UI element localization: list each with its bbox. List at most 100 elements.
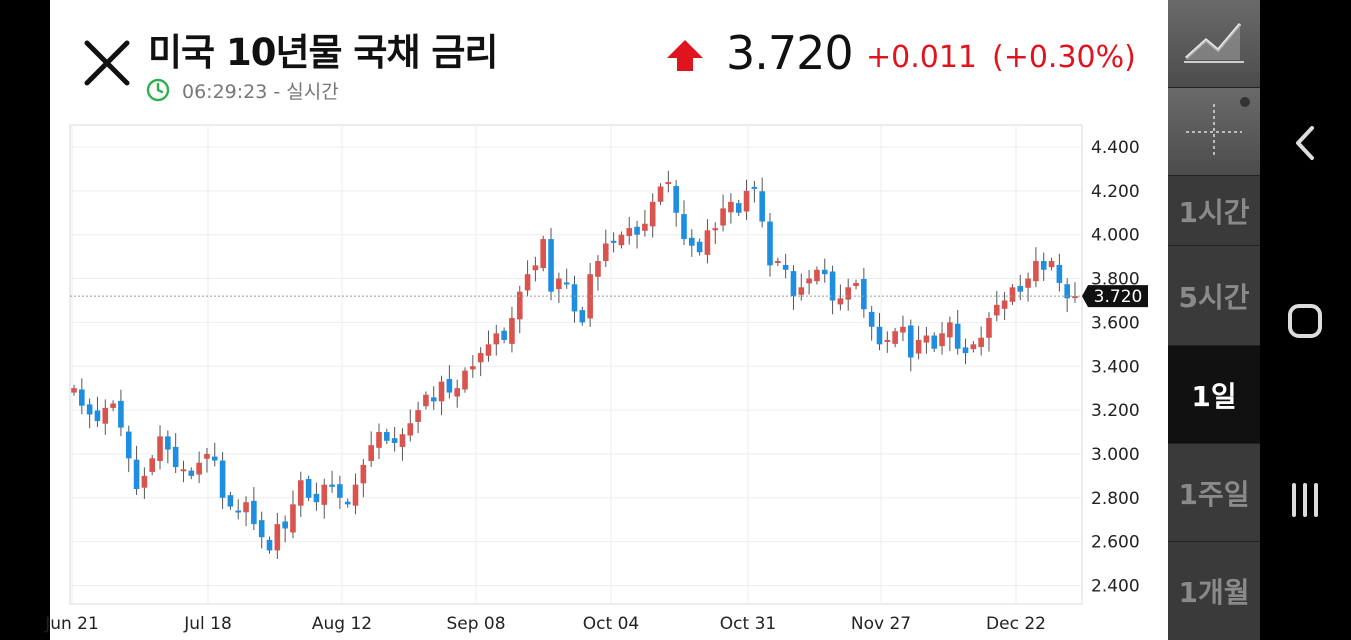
timeframe-5h[interactable]: 5시간	[1168, 246, 1260, 346]
close-icon[interactable]	[82, 38, 132, 88]
candle-body	[712, 228, 719, 231]
candle-body	[384, 432, 390, 441]
candle	[384, 428, 390, 445]
candle-body	[735, 203, 742, 213]
candle	[251, 487, 257, 531]
recent-apps-icon[interactable]	[1280, 475, 1330, 525]
candle	[337, 475, 343, 509]
candle	[360, 458, 367, 498]
candle-body	[821, 269, 828, 275]
y-tick-label: 3.400	[1091, 357, 1140, 377]
timeframe-1d[interactable]: 1일	[1168, 346, 1260, 444]
candle-body	[368, 445, 374, 461]
candle-body	[923, 335, 930, 343]
candle-body	[642, 223, 648, 231]
arrow-up-icon	[667, 40, 703, 71]
candle	[141, 467, 148, 499]
candle	[790, 265, 797, 310]
candle	[696, 238, 703, 256]
candle	[1009, 284, 1016, 306]
candle-body	[861, 278, 867, 310]
candle	[454, 379, 460, 408]
candle	[868, 305, 875, 341]
crosshair-button[interactable]	[1168, 88, 1260, 176]
candle-body	[1048, 261, 1055, 268]
price-chart[interactable]: 4.400 4.200 4.000 3.800 3.600 3.400 3.200 3.000…	[0, 0, 1168, 640]
candle	[900, 315, 906, 342]
candle	[681, 200, 687, 246]
candle-body	[94, 410, 101, 422]
candle	[509, 306, 515, 353]
candle-body	[102, 407, 109, 424]
candle	[782, 253, 789, 279]
candle	[1033, 247, 1039, 288]
candle-body	[462, 370, 468, 390]
current-price: 3.720	[726, 26, 854, 80]
candle-body	[532, 265, 539, 271]
candle-body	[915, 339, 922, 354]
candle	[376, 423, 382, 459]
timestamp: 06:29:23 - 실시간	[182, 80, 339, 103]
candle-body	[931, 335, 938, 349]
candle	[923, 327, 930, 354]
candle-body	[415, 410, 421, 422]
candle-body	[1040, 261, 1047, 270]
candle-body	[149, 458, 156, 472]
candle-body	[986, 318, 992, 338]
timeframe-1w[interactable]: 1주일	[1168, 444, 1260, 542]
candle	[282, 515, 288, 543]
candle-body	[407, 423, 414, 436]
candle-body	[743, 190, 750, 212]
candle	[102, 399, 109, 435]
candle-body	[673, 186, 679, 213]
candle	[485, 330, 492, 362]
candle-body	[876, 326, 883, 345]
candle	[853, 279, 859, 290]
candle	[665, 170, 672, 193]
candle	[861, 267, 867, 318]
home-icon[interactable]	[1280, 296, 1330, 346]
candle-body	[540, 239, 547, 269]
candle	[798, 273, 805, 301]
candle-body	[258, 520, 265, 538]
candle-body	[399, 434, 406, 447]
candle-body	[978, 337, 984, 347]
candle	[540, 235, 547, 272]
candle	[1025, 272, 1031, 302]
chart-type-button[interactable]	[1168, 0, 1260, 88]
timeframe-1m[interactable]: 1개월	[1178, 576, 1250, 609]
candle	[305, 475, 312, 502]
candle	[837, 284, 844, 311]
candle-body	[759, 191, 765, 222]
candle-body	[305, 478, 312, 498]
candle	[196, 451, 202, 484]
back-icon[interactable]	[1280, 118, 1330, 168]
candle-body	[485, 344, 492, 356]
candle	[1001, 291, 1008, 320]
timeframe-1h[interactable]: 1시간	[1168, 176, 1260, 246]
candle	[814, 266, 820, 285]
candle-body	[141, 475, 148, 488]
candle-body	[853, 282, 859, 287]
crosshair-icon	[1186, 97, 1250, 158]
candle-body	[970, 344, 977, 350]
candle	[556, 272, 562, 303]
candle-body	[947, 322, 953, 338]
candle	[94, 396, 101, 427]
candle-body	[1056, 264, 1063, 283]
candle	[759, 177, 765, 228]
candle	[352, 473, 359, 515]
candle-body	[775, 261, 781, 264]
candle-body	[767, 221, 773, 266]
candle	[947, 316, 953, 352]
candle	[939, 322, 945, 355]
candle	[329, 470, 335, 493]
candle-body	[595, 261, 601, 277]
candle	[470, 355, 476, 378]
candle-body	[1064, 284, 1070, 299]
candle-body	[516, 291, 523, 320]
candle	[634, 220, 640, 249]
candle-body	[610, 240, 617, 243]
candle	[211, 442, 218, 467]
candle	[642, 209, 648, 237]
